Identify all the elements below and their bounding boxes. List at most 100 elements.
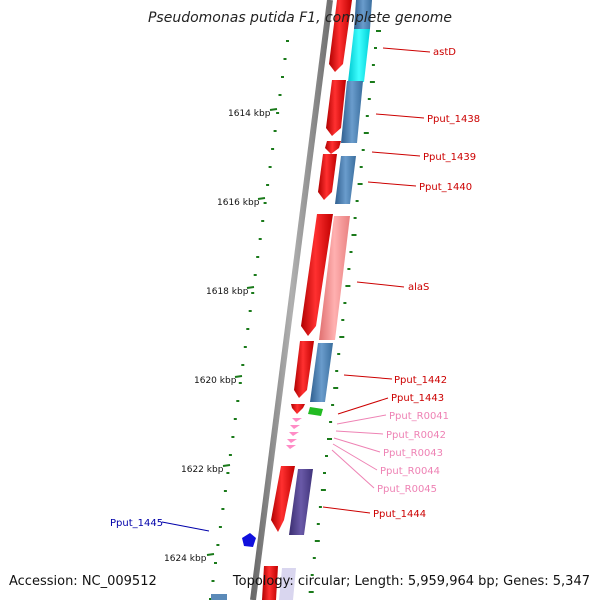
minor-tick: [221, 508, 225, 510]
cds-arrow-next: [262, 566, 278, 600]
gc-dot: [312, 557, 316, 559]
gc-dot: [345, 285, 351, 287]
label-pput-r0042: Pput_R0042: [386, 430, 446, 441]
minor-tick: [246, 328, 250, 330]
scale-label-1618: 1618 kbp: [206, 287, 249, 297]
gc-dot: [365, 115, 369, 117]
leader-pput-r0045: [331, 449, 375, 489]
label-pput1439: Pput_1439: [423, 152, 476, 163]
rrna-track: [286, 418, 302, 449]
cds-arrow-alaS: [301, 214, 333, 336]
accession-text: Accession: NC_009512: [9, 574, 157, 589]
minor-tick: [228, 454, 232, 456]
label-pput1438: Pput_1438: [427, 114, 480, 125]
leader-pput-r0042: [335, 430, 384, 435]
feature-labels: astD Pput_1438 Pput_1439 Pput_1440 alaS …: [110, 47, 480, 529]
function-track: [211, 0, 372, 600]
rrna-pput-r0044: [287, 439, 297, 443]
topology-text: Topology: circular; Length: 5,959,964 bp…: [232, 574, 590, 589]
label-alaS: alaS: [408, 282, 429, 293]
major-tick: [257, 197, 266, 200]
leader-alaS: [356, 281, 405, 288]
gc-dot: [308, 591, 314, 593]
gc-dot: [349, 251, 353, 253]
leader-pput1440: [367, 181, 417, 187]
scale-label-1616: 1616 kbp: [217, 198, 260, 208]
minor-tick: [209, 598, 212, 600]
minor-tick: [233, 418, 237, 420]
figure-title: Pseudomonas putida F1, complete genome: [147, 10, 453, 26]
scale-label-1622: 1622 kbp: [181, 465, 224, 475]
gc-dot: [351, 234, 357, 236]
gc-dot: [371, 64, 375, 66]
leader-pput-r0044: [332, 443, 378, 471]
minor-tick: [283, 58, 287, 60]
cds-arrow-pput1443: [291, 404, 305, 414]
minor-tick: [266, 184, 270, 186]
minor-tick: [273, 130, 277, 132]
label-pput-r0043: Pput_R0043: [383, 448, 443, 459]
minor-tick: [253, 274, 257, 276]
minor-tick: [248, 310, 252, 312]
gc-dot: [325, 455, 328, 457]
cog-box-pput1442: [310, 343, 333, 402]
gc-dot: [337, 353, 341, 355]
minor-tick: [211, 580, 215, 582]
cog-box-astD-aa: [348, 29, 370, 82]
label-pput-r0041: Pput_R0041: [389, 411, 449, 422]
minor-tick: [243, 346, 247, 348]
label-pput1442: Pput_1442: [394, 375, 447, 386]
gc-dot: [376, 30, 381, 32]
rrna-pput-r0041: [292, 418, 302, 422]
gc-dot: [361, 149, 365, 151]
leader-astD: [382, 47, 431, 53]
label-pput1443: Pput_1443: [391, 393, 444, 404]
gc-dot: [316, 523, 320, 525]
leader-pput1443: [337, 397, 389, 415]
gc-dot: [374, 47, 377, 49]
gc-dot: [320, 489, 326, 491]
cog-box-pput1444: [289, 469, 313, 535]
gc-dot: [355, 200, 359, 202]
gc-dot: [329, 421, 333, 423]
leader-pput-r0043: [333, 437, 381, 453]
cog-box-astD: [354, 0, 372, 29]
minor-tick: [251, 292, 255, 294]
forward-cds-track: [262, 0, 352, 600]
gc-dot: [357, 183, 363, 185]
rrna-pput-r0042: [290, 425, 300, 429]
leader-pput1438: [375, 113, 425, 119]
gc-dot: [367, 98, 371, 100]
gc-dot: [369, 81, 375, 83]
cds-arrow-pput1438: [326, 80, 346, 136]
cds-arrow-pput1440: [318, 154, 337, 200]
label-pput1445: Pput_1445: [110, 518, 163, 529]
scale-ticks: [206, 40, 289, 600]
major-tick: [206, 553, 215, 556]
reverse-cds-pput1445: [242, 533, 256, 547]
gc-dot: [314, 540, 320, 542]
scale-label-1624: 1624 kbp: [164, 554, 207, 564]
gc-dot: [323, 472, 326, 474]
leader-pput1445: [161, 521, 210, 532]
reverse-track-block: [211, 594, 227, 600]
rrna-pput-r0045: [286, 445, 296, 449]
scale-label-1614: 1614 kbp: [228, 109, 271, 119]
label-astD: astD: [433, 47, 456, 58]
leader-pput1439: [371, 151, 421, 157]
cds-arrow-pput1444: [271, 466, 295, 532]
gc-dot: [335, 370, 339, 372]
cog-box-pput1440: [335, 156, 356, 204]
cds-arrow-pput1439: [325, 141, 341, 154]
gc-dot: [363, 132, 369, 134]
gc-dot: [333, 387, 339, 389]
cds-arrow-astD: [329, 0, 352, 72]
minor-tick: [241, 364, 245, 366]
major-tick: [234, 375, 243, 378]
cog-box-pput1438: [341, 81, 363, 143]
leader-pput-r0041: [336, 414, 387, 425]
gc-dot: [318, 506, 322, 508]
minor-tick: [214, 562, 217, 564]
